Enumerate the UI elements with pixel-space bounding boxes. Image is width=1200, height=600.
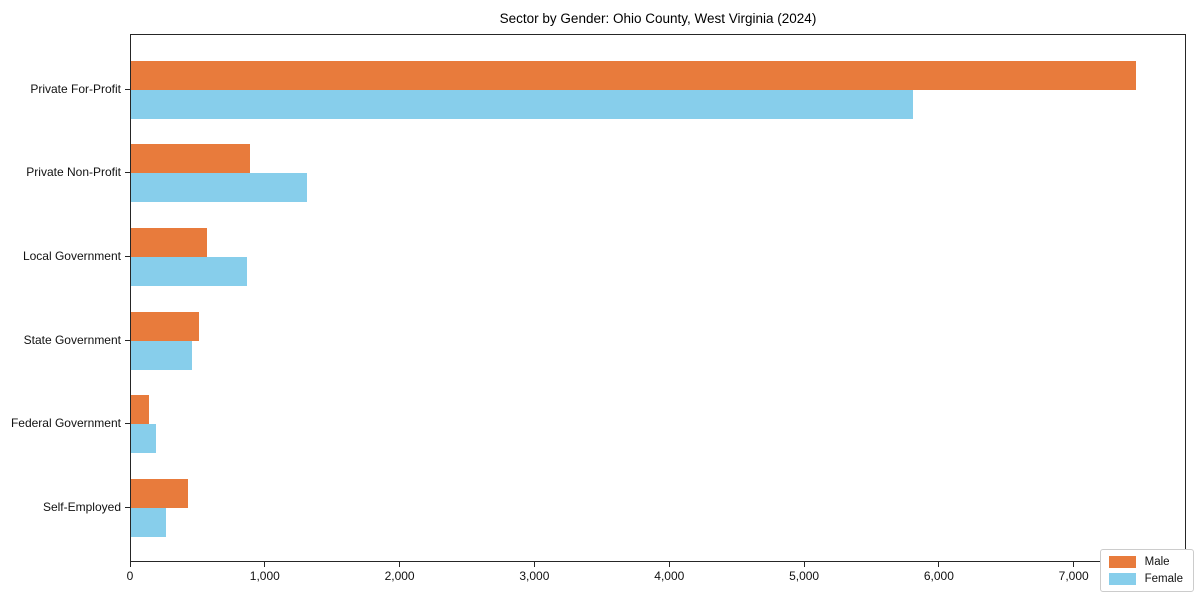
y-tick-label: Self-Employed — [42, 500, 121, 514]
y-tick-mark — [125, 507, 130, 508]
legend-label-male: Male — [1144, 556, 1170, 568]
x-tick-label: 2,000 — [384, 569, 415, 583]
x-tick-label: 1,000 — [249, 569, 280, 583]
plot-area — [130, 34, 1186, 562]
x-tick-mark — [803, 562, 805, 567]
x-tick-label: 0 — [126, 569, 134, 583]
bar-female — [131, 256, 247, 286]
bar-female — [131, 173, 307, 203]
x-tick-mark — [399, 562, 401, 567]
x-tick-mark — [129, 562, 131, 567]
x-tick-label: 5,000 — [789, 569, 820, 583]
y-tick-mark — [125, 172, 130, 174]
x-tick-mark — [1073, 562, 1075, 567]
bar-male — [131, 60, 1136, 90]
legend-item-male: Male — [1108, 556, 1183, 568]
x-tick-label: 4,000 — [654, 569, 685, 583]
bar-female — [131, 508, 167, 537]
y-tick-label: Local Government — [22, 248, 121, 263]
x-tick-mark — [938, 562, 940, 567]
x-tick-mark — [533, 562, 535, 567]
x-tick-label: 6,000 — [923, 569, 954, 583]
bar-male — [131, 227, 207, 257]
legend: Male Female — [1099, 549, 1194, 592]
legend-swatch-female — [1108, 573, 1136, 585]
x-tick-mark — [264, 562, 266, 567]
y-tick-label: Private Non-Profit — [26, 165, 121, 180]
bar-female — [131, 89, 913, 119]
y-tick-mark — [125, 255, 130, 257]
x-tick-label: 3,000 — [519, 569, 550, 583]
y-tick-label: Private For-Profit — [30, 81, 121, 96]
bar-male — [131, 311, 200, 341]
legend-label-female: Female — [1144, 573, 1183, 585]
chart-title: Sector by Gender: Ohio County, West Virg… — [499, 11, 817, 26]
y-tick-label: State Government — [23, 332, 121, 347]
bar-male — [131, 144, 251, 174]
bar-male — [131, 479, 188, 508]
y-tick-mark — [125, 339, 130, 341]
y-tick-mark — [125, 88, 130, 90]
legend-item-female: Female — [1108, 573, 1183, 585]
bar-female — [131, 424, 156, 454]
bar-male — [131, 395, 150, 425]
x-tick-mark — [668, 562, 670, 567]
x-tick-label: 7,000 — [1058, 569, 1089, 583]
y-tick-label: Federal Government — [10, 416, 121, 431]
legend-swatch-male — [1108, 556, 1136, 568]
y-tick-mark — [125, 423, 130, 425]
bar-female — [131, 340, 193, 370]
